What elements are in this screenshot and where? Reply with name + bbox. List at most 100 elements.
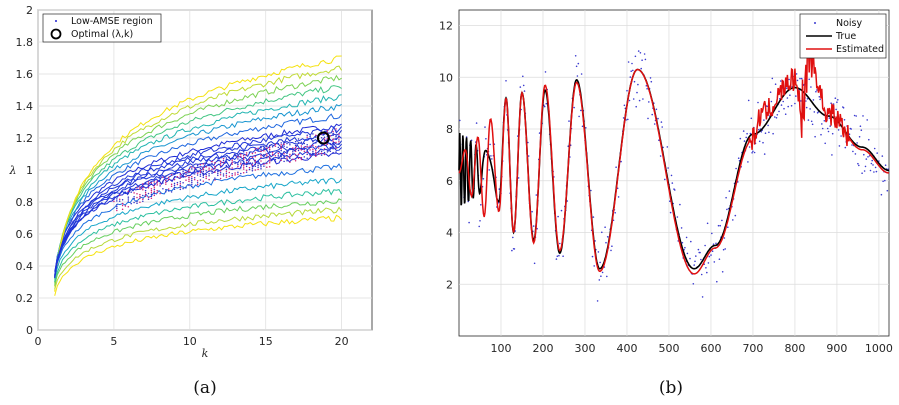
panel-a-low-amse-point	[266, 166, 268, 169]
panel-b-noisy-point	[593, 265, 595, 267]
panel-a-low-amse-point	[320, 137, 323, 139]
panel-a-low-amse-point	[188, 168, 190, 171]
panel-a-low-amse-point	[173, 176, 176, 179]
panel-b-noisy-point	[760, 131, 763, 133]
panel-b-noisy-point	[795, 73, 798, 75]
panel-b-noisy-point	[679, 203, 681, 206]
panel-b-noisy-point	[459, 119, 461, 122]
panel-a-low-amse-point	[297, 142, 300, 144]
panel-b-plot-area	[458, 9, 890, 337]
panel-b-noisy-point	[880, 193, 883, 196]
panel-a-low-amse-point	[139, 193, 141, 196]
panel-b-noisy-point	[834, 97, 837, 99]
panel-a-low-amse-point	[335, 141, 337, 144]
panel-b-noisy-point	[522, 84, 525, 87]
panel-a-low-amse-point	[214, 161, 216, 164]
panel-a-low-amse-point	[191, 177, 193, 180]
panel-a-low-amse-point	[294, 144, 297, 147]
panel-a-low-amse-point	[196, 180, 199, 182]
panel-b-noisy-point	[557, 215, 559, 218]
panel-a-low-amse-point	[260, 146, 262, 149]
panel-a-low-amse-point	[251, 164, 254, 166]
panel-a-contour-line	[54, 126, 342, 277]
panel-b-noisy-point	[814, 135, 816, 138]
panel-a-contour-line	[54, 152, 342, 272]
panel-a-low-amse-point	[188, 176, 190, 179]
panel-a-low-amse-point	[219, 160, 222, 163]
panel-a-low-amse-point	[266, 162, 268, 165]
panel-a-low-amse-point	[306, 136, 308, 138]
panel-b-noisy-point	[558, 254, 560, 257]
panel-b-noisy-point	[728, 190, 731, 192]
panel-b-noisy-point	[747, 161, 749, 163]
panel-b-noisy-point	[722, 248, 725, 251]
panel-a-low-amse-point	[231, 172, 233, 175]
panel-a-low-amse-point	[326, 151, 329, 153]
panel-b-noisy-point	[758, 140, 761, 143]
legend-low-amse-label: Low-AMSE region	[71, 16, 153, 27]
panel-a-low-amse-point	[329, 135, 332, 137]
panel-a-low-amse-point	[165, 177, 167, 180]
panel-b-noisy-point	[826, 127, 829, 130]
panel-a-low-amse-point	[294, 160, 297, 162]
panel-b-noisy-point	[667, 167, 669, 169]
panel-a-low-amse-point	[245, 161, 248, 164]
panel-a-low-amse-point	[228, 156, 231, 158]
panel-a-low-amse-point	[289, 155, 291, 158]
panel-a-low-amse-point	[326, 149, 329, 151]
panel-a-low-amse-point	[193, 171, 196, 173]
panel-a-low-amse-point	[303, 150, 306, 152]
panel-a-low-amse-point	[309, 152, 311, 155]
panel-b-noisy-point	[638, 99, 641, 102]
panel-a-low-amse-point	[254, 161, 257, 164]
panel-a-low-amse-point	[147, 186, 150, 189]
panel-a-low-amse-point	[320, 152, 323, 154]
panel-a-low-amse-point	[222, 173, 225, 175]
panel-b-noisy-point	[821, 123, 823, 125]
panel-a-low-amse-point	[205, 175, 207, 178]
panel-a-low-amse-point	[222, 175, 225, 177]
panel-b-noisy-point	[770, 100, 773, 103]
panel-b-noisy-point	[640, 67, 642, 70]
panel-a-low-amse-point	[283, 141, 285, 143]
panel-b-y-tick-label: 12	[439, 20, 453, 33]
panel-b-noisy-point	[742, 130, 745, 132]
panel-a-low-amse-point	[240, 153, 242, 156]
panel-a-low-amse-point	[280, 157, 282, 160]
panel-b-noisy-point	[752, 150, 754, 153]
panel-b-noisy-point	[708, 255, 711, 258]
panel-b-noisy-point	[811, 123, 814, 126]
panel-b-noisy-point	[615, 166, 617, 168]
panel-a-low-amse-point	[147, 198, 150, 200]
panel-a-low-amse-point	[142, 188, 144, 191]
panel-a-low-amse-point	[306, 157, 308, 159]
panel-a-y-ticks: 0 0.2 0.4 0.6 0.8 1 1.2 1.4 1.6 1.8 2	[16, 4, 34, 337]
panel-a-low-amse-point	[231, 174, 233, 177]
panel-a-contour-line	[54, 147, 342, 277]
panel-a-low-amse-point	[165, 189, 167, 191]
panel-b-noisy-point	[610, 249, 612, 252]
panel-b-noisy-point	[827, 130, 830, 133]
panel-a-low-amse-point	[167, 176, 170, 179]
panel-a-low-amse-point	[173, 188, 176, 190]
panel-b-noisy-point	[829, 125, 831, 127]
panel-a-low-amse-point	[193, 173, 196, 175]
panel-a-low-amse-point	[294, 140, 297, 143]
panel-b-noisy-point	[659, 155, 662, 157]
panel-a-x-ticks: 0 5 10 15 20	[35, 335, 349, 348]
panel-a-low-amse-point	[182, 176, 184, 178]
panel-a-low-amse-point	[289, 157, 291, 159]
panel-a-y-tick-label: 0.8	[16, 196, 34, 209]
panel-b-noisy-point	[837, 129, 840, 131]
panel-a-low-amse-point	[306, 153, 308, 156]
panel-b-noisy-point	[491, 158, 493, 160]
panel-a-low-amse-point	[300, 149, 303, 151]
panel-a-low-amse-point	[188, 170, 190, 173]
panel-a-low-amse-point	[214, 167, 216, 170]
panel-a-low-amse-point	[202, 176, 205, 179]
panel-a-low-amse-point	[225, 172, 228, 174]
panel-a-low-amse-point	[289, 153, 291, 156]
panel-b-noisy-point	[591, 255, 594, 258]
panel-a-low-amse-point	[237, 154, 239, 156]
panel-a-low-amse-point	[268, 158, 271, 160]
